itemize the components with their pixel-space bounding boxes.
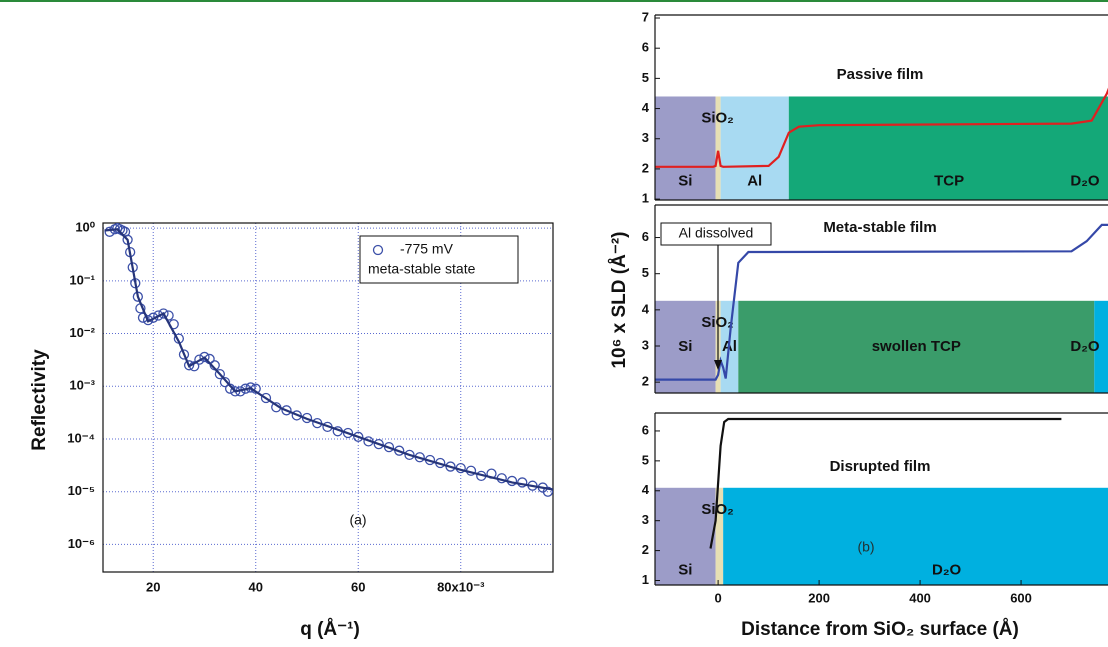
annotation: (a) [349, 512, 366, 528]
y-tick-label: 10⁻³ [69, 378, 95, 393]
legend-box [359, 235, 519, 284]
y-tick-label: 10⁻⁶ [68, 536, 95, 551]
region-label: Al [747, 172, 762, 189]
layer-region [720, 96, 789, 200]
plot-area: Si SiO₂ Al TCP D₂O [655, 87, 1108, 200]
x-axis-label: q (Å⁻¹) [300, 619, 360, 640]
layer-region [738, 300, 1095, 393]
data-point [260, 392, 272, 404]
layer-region [1094, 300, 1108, 393]
y-tick-label: 6 [642, 229, 649, 244]
region-label: D₂O [1070, 338, 1099, 355]
profile-line [709, 417, 1062, 549]
region-label: TCP [934, 172, 964, 189]
layer-region [655, 96, 716, 200]
data-point [194, 354, 205, 365]
y-tick-label: 10⁻² [69, 325, 95, 340]
y-tick-label: 6 [642, 40, 649, 55]
layer-region [715, 487, 724, 585]
y-tick-label: 3 [642, 512, 649, 527]
panel-title: Passive film [837, 66, 924, 83]
data-point [153, 310, 164, 321]
arrow-head [714, 360, 722, 370]
data-point [158, 308, 169, 319]
legend-note: meta-stable state [368, 261, 476, 277]
region-label: SiO₂ [701, 109, 734, 126]
y-tick-label: 2 [642, 160, 649, 175]
data-point [404, 449, 415, 461]
data-point [245, 382, 256, 393]
x-tick-label: 40 [248, 579, 262, 594]
panel-title: Meta-stable film [823, 219, 936, 236]
profile-line [655, 87, 1108, 168]
y-tick-label: 4 [642, 482, 650, 497]
data-point [542, 486, 553, 497]
annotation: (b) [857, 539, 874, 555]
plot-area [104, 223, 553, 497]
data-point [219, 376, 231, 388]
legend-label: -775 mV [400, 241, 454, 257]
y-tick-label: 4 [642, 301, 650, 316]
x-tick-label: 200 [808, 590, 830, 605]
x-tick-label: 600 [1010, 590, 1032, 605]
region-label: SiO₂ [701, 501, 734, 518]
layer-region [788, 96, 1108, 200]
data-point [183, 360, 195, 371]
legend-marker [372, 244, 384, 256]
y-tick-label: 7 [642, 9, 649, 24]
top-rule [0, 0, 1108, 2]
y-tick-label: 10⁰ [75, 220, 95, 235]
y-tick-label: 1 [642, 572, 649, 587]
data-point [353, 431, 364, 442]
y-tick-label: 1 [642, 191, 649, 206]
data-point [373, 438, 384, 450]
y-tick-label: 5 [642, 452, 649, 467]
layer-region [655, 300, 716, 393]
data-point [178, 349, 190, 360]
x-axis-label: Distance from SiO₂ surface (Å) [741, 619, 1019, 640]
annotation-box [660, 222, 772, 246]
region-label: swollen TCP [872, 338, 961, 355]
region-label: Si [678, 561, 692, 578]
plot-area: Si SiO₂ D₂O [655, 417, 1108, 585]
x-tick-label: 20 [146, 579, 160, 594]
y-tick-label: 10⁻⁵ [68, 483, 95, 498]
profile-line [655, 223, 1108, 381]
panel-title: Disrupted film [830, 458, 931, 475]
annotation: Al dissolved [679, 225, 754, 241]
fit-line [104, 228, 553, 491]
x-tick-label: 80x10⁻³ [437, 579, 485, 594]
y-tick-label: 5 [642, 70, 649, 85]
y-tick-label: 3 [642, 337, 649, 352]
y-tick-label: 2 [642, 374, 649, 389]
y-tick-label: 3 [642, 130, 649, 145]
y-tick-label: 5 [642, 265, 649, 280]
x-tick-label: 400 [909, 590, 931, 605]
x-tick-label: 0 [714, 590, 721, 605]
region-label: Si [678, 338, 692, 355]
y-axis-label: 10⁶ x SLD (Å⁻²) [609, 231, 630, 368]
data-point [342, 427, 354, 439]
y-tick-label: 2 [642, 542, 649, 557]
layer-region [655, 487, 716, 585]
x-tick-label: 60 [351, 579, 365, 594]
region-label: D₂O [932, 561, 961, 578]
data-point [281, 405, 292, 416]
layer-region [723, 487, 1108, 585]
data-point [214, 368, 226, 380]
region-label: Si [678, 172, 692, 189]
plot-frame [102, 222, 554, 573]
y-tick-label: 10⁻⁴ [67, 430, 95, 445]
layer-region [715, 96, 721, 200]
y-tick-label: 6 [642, 422, 649, 437]
y-tick-label: 10⁻¹ [69, 272, 95, 287]
y-axis-label: Reflectivity [29, 349, 50, 451]
y-tick-label: 4 [642, 100, 650, 115]
data-point [199, 351, 210, 363]
region-label: D₂O [1070, 172, 1099, 189]
